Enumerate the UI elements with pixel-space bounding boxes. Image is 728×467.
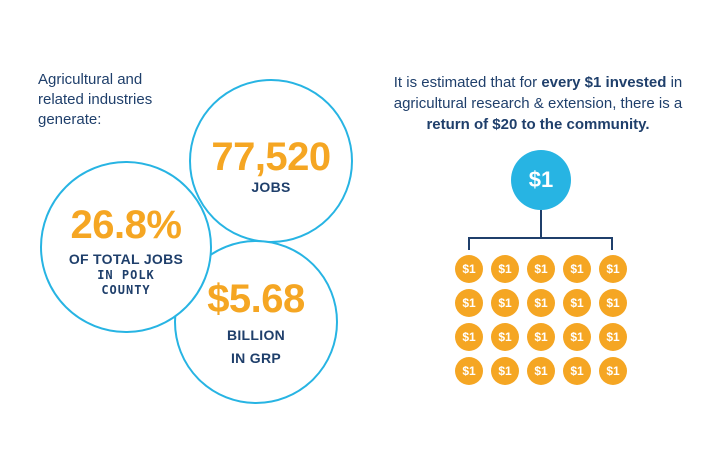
- return-statement: It is estimated that for every $1 invest…: [388, 72, 688, 135]
- invested-dollar-coin: $1: [511, 150, 571, 210]
- return-dollar-coin: $1: [527, 289, 555, 317]
- statement-text: It is estimated that for: [393, 74, 542, 91]
- intro-line: related industries: [38, 91, 153, 108]
- return-dollar-coin: $1: [527, 323, 555, 351]
- jobs-value: 77,520: [211, 134, 331, 179]
- percent-stat-circle: 26.8% OF TOTAL JOBS IN POLK COUNTY: [40, 161, 212, 333]
- grp-value: $5.68: [207, 277, 305, 321]
- statement-bold: return of $20 to the community.: [426, 116, 650, 133]
- statement-bold: every $1 invested: [541, 74, 667, 91]
- grp-stat-circle: $5.68 BILLION IN GRP: [174, 240, 338, 404]
- return-dollar-coin: $1: [599, 255, 627, 283]
- return-dollar-coin: $1: [563, 289, 591, 317]
- return-dollar-coin: $1: [599, 357, 627, 385]
- intro-line: Agricultural and: [38, 71, 143, 88]
- return-dollar-coin: $1: [491, 357, 519, 385]
- jobs-label: JOBS: [251, 178, 291, 195]
- jobs-stat-circle: 77,520 JOBS: [189, 79, 353, 243]
- return-dollar-coin: $1: [455, 357, 483, 385]
- return-dollar-coin: $1: [599, 323, 627, 351]
- return-dollar-coin: $1: [455, 255, 483, 283]
- percent-label: OF TOTAL JOBS: [68, 250, 184, 267]
- percent-value: 26.8%: [70, 202, 182, 247]
- intro-line: generate:: [38, 111, 102, 128]
- statement-text: in agricultural research & extension, th…: [393, 74, 683, 112]
- return-dollar-coin: $1: [491, 323, 519, 351]
- intro-text: Agricultural and related industries gene…: [38, 70, 198, 130]
- return-dollar-coin: $1: [455, 323, 483, 351]
- return-dollar-coin: $1: [563, 255, 591, 283]
- return-dollar-coin: $1: [563, 323, 591, 351]
- percent-sub-line1: IN POLK: [97, 267, 155, 282]
- return-dollar-coin: $1: [563, 357, 591, 385]
- return-dollar-coin: $1: [491, 255, 519, 283]
- grp-label-line2: IN GRP: [230, 350, 282, 366]
- return-dollar-coin: $1: [527, 255, 555, 283]
- percent-sub-line2: COUNTY: [101, 282, 151, 297]
- grp-label-line1: BILLION: [226, 327, 286, 343]
- return-dollar-coin: $1: [455, 289, 483, 317]
- return-dollar-coin: $1: [491, 289, 519, 317]
- return-dollar-coin: $1: [527, 357, 555, 385]
- return-dollar-coin: $1: [599, 289, 627, 317]
